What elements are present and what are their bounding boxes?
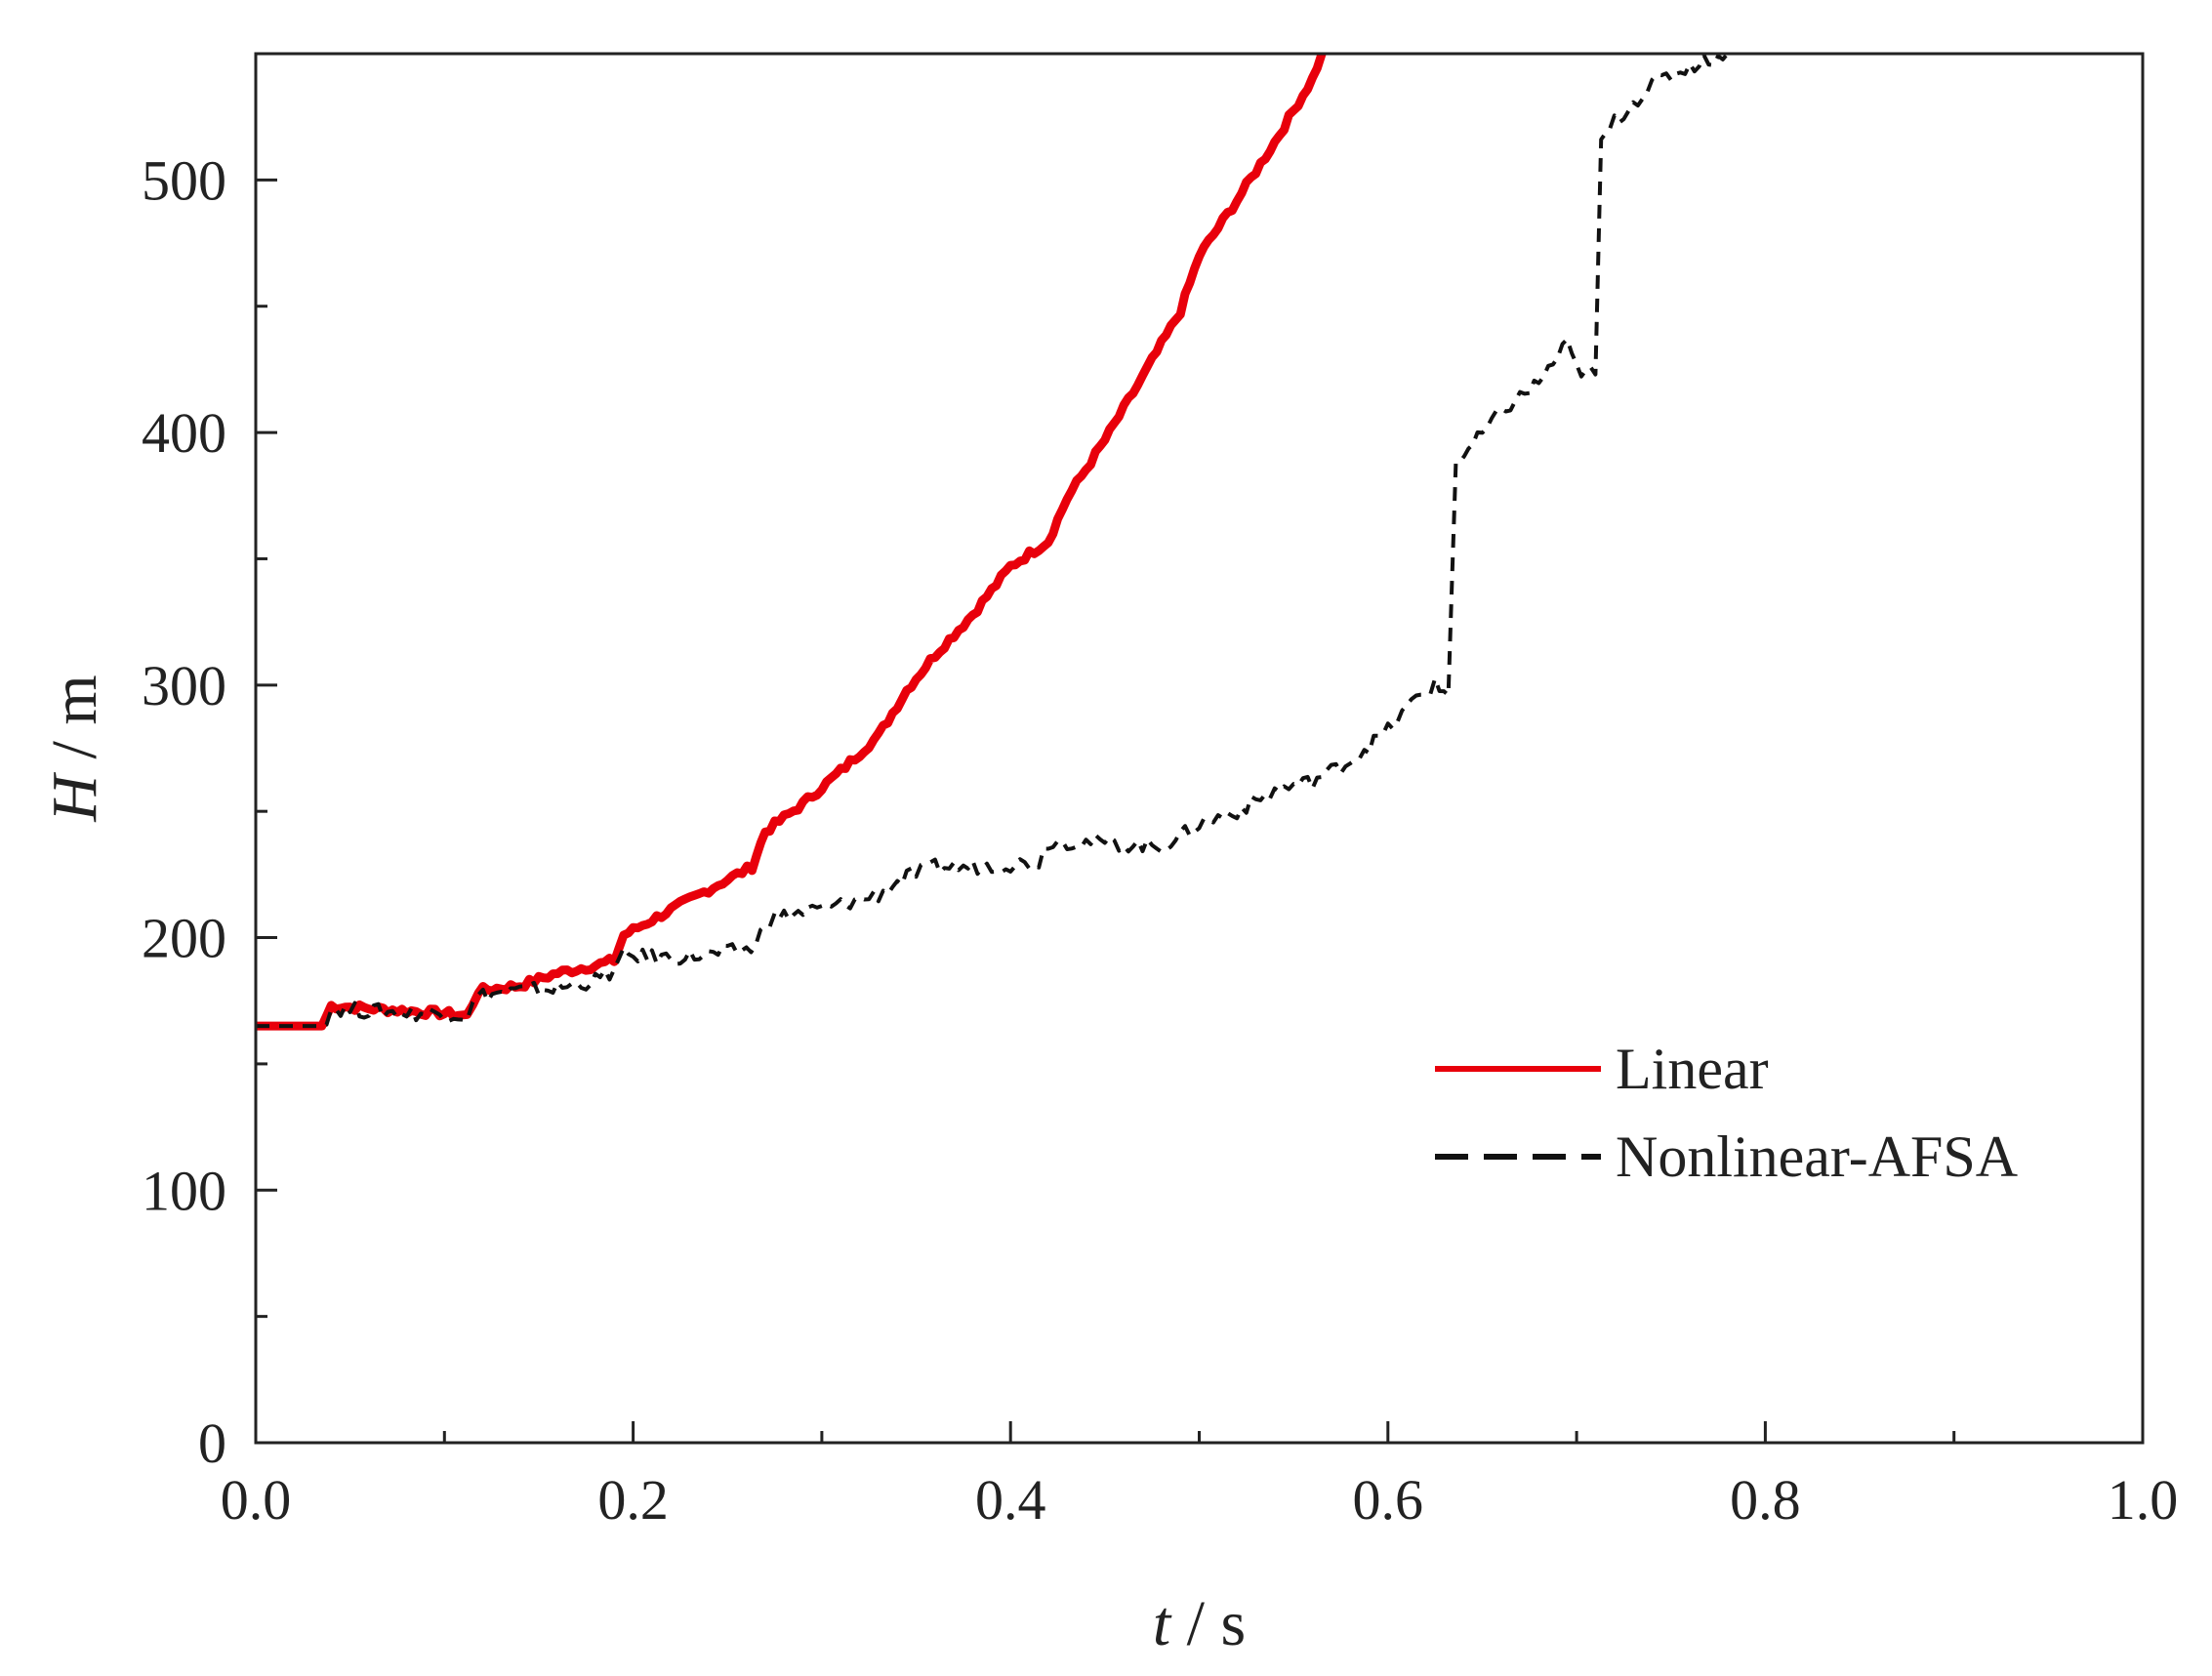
x-axis-label-variable: t: [1153, 1588, 1172, 1659]
x-axis-ticks: 0.0 0.2 0.4 0.6 0.8 1.0: [221, 1421, 2179, 1532]
x-tick-label: 1.0: [2108, 1468, 2179, 1532]
legend-label-nonlinear-afsa: Nonlinear-AFSA: [1616, 1124, 2018, 1189]
series-linear-line: [256, 54, 1327, 1031]
x-axis-label-unit: s: [1221, 1588, 1247, 1659]
x-tick-label: 0.8: [1730, 1468, 1801, 1532]
y-tick-label: 300: [142, 654, 226, 717]
x-tick-label: 0.2: [597, 1468, 669, 1532]
series-nonlinear-afsa-line: [256, 54, 1730, 1029]
x-tick-label: 0.6: [1353, 1468, 1424, 1532]
y-axis-label: H / m: [39, 674, 110, 822]
x-axis-label: t / s: [1153, 1588, 1246, 1659]
y-tick-label: 500: [142, 148, 226, 212]
y-tick-label: 400: [142, 401, 226, 465]
y-axis-label-unit: m: [39, 674, 110, 724]
y-tick-label: 200: [142, 907, 226, 970]
y-tick-label: 0: [198, 1411, 226, 1475]
x-axis-label-separator: /: [1170, 1588, 1220, 1659]
series-layer: [256, 54, 1730, 1031]
x-tick-label: 0.4: [975, 1468, 1046, 1532]
y-axis-label-separator: /: [39, 725, 110, 775]
y-axis-label-variable: H: [39, 772, 110, 823]
x-tick-label: 0.0: [221, 1468, 292, 1532]
y-axis-ticks: 0 100 200 300 400 500: [142, 148, 277, 1475]
y-tick-label: 100: [142, 1159, 226, 1222]
legend-label-linear: Linear: [1616, 1037, 1769, 1101]
legend: Linear Nonlinear-AFSA: [1435, 1037, 2018, 1189]
